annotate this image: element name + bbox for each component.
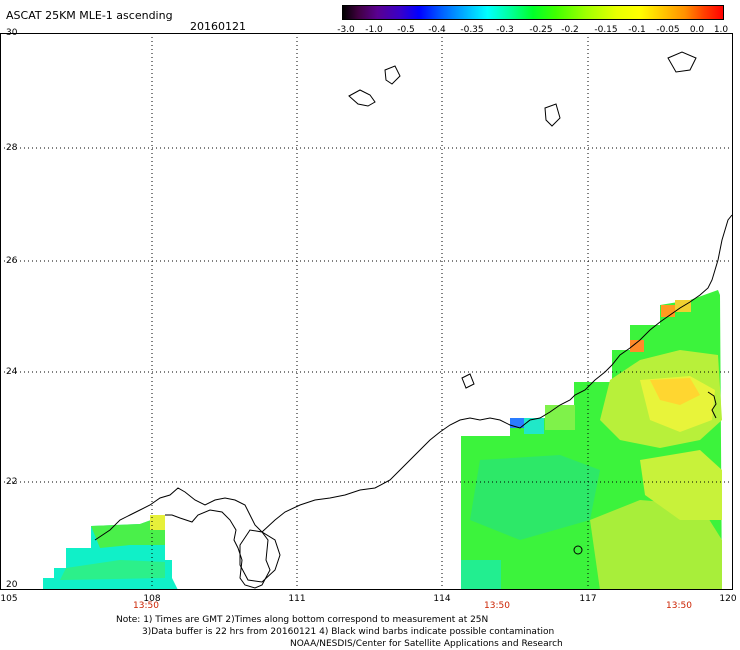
swath-strip-west-y <box>150 515 165 530</box>
lon-label: 105 <box>0 594 18 604</box>
colorbar-label: -0.4 <box>428 25 446 35</box>
footnote-line2: 3)Data buffer is 22 hrs from 20160121 4)… <box>142 627 555 637</box>
coast-island <box>461 373 475 389</box>
wind-data-swath-east <box>461 290 722 590</box>
lat-label: 28 <box>6 143 18 153</box>
graticule <box>0 33 733 590</box>
colorbar <box>342 5 724 20</box>
time-label: 13:50 <box>133 601 159 611</box>
swath-strip-blue <box>510 418 524 428</box>
swath-strip-cyan <box>524 418 544 434</box>
lon-label: 120 <box>719 594 737 604</box>
coastline <box>94 51 733 589</box>
footnote-credit: NOAA/NESDIS/Center for Satellite Applica… <box>290 639 563 649</box>
coast-segment-east <box>261 214 733 533</box>
swath-strip-sw <box>461 560 501 590</box>
coast-island <box>667 51 697 73</box>
coast-hainan <box>239 529 281 583</box>
coast-island <box>348 89 376 107</box>
swath-zone-west <box>470 455 600 540</box>
time-label: 13:50 <box>484 601 510 611</box>
colorbar-label: -0.05 <box>656 25 680 35</box>
lon-label: 117 <box>579 594 597 604</box>
colorbar-label: -0.35 <box>460 25 484 35</box>
colorbar-label: 1.0 <box>713 25 729 35</box>
lon-label: 111 <box>288 594 306 604</box>
colorbar-label: -0.3 <box>496 25 514 35</box>
colorbar-label: -0.5 <box>397 25 415 35</box>
colorbar-label: -0.1 <box>628 25 646 35</box>
lat-label: 30 <box>6 28 18 38</box>
colorbar-label: -3.0 <box>337 25 355 35</box>
wind-data-swath-west <box>43 515 178 590</box>
swath-zone-mid <box>640 450 722 520</box>
colorbar-label: -0.25 <box>529 25 553 35</box>
coast-island <box>544 103 561 127</box>
swath-strip-orange2 <box>630 340 644 352</box>
colorbar-label: -0.15 <box>594 25 618 35</box>
lat-label: 24 <box>6 367 18 377</box>
coast-island <box>573 545 583 555</box>
footnote-line1: Note: 1) Times are GMT 2)Times along bot… <box>116 615 489 625</box>
swath-zone-west-top <box>91 515 165 548</box>
coast-island <box>384 65 401 85</box>
product-date: 20160121 <box>190 20 246 33</box>
swath-zone-orange <box>650 378 700 405</box>
plot-frame <box>0 33 733 590</box>
lon-label: 108 <box>143 594 161 604</box>
swath-strip <box>545 405 575 430</box>
lon-label: 114 <box>433 594 451 604</box>
lat-label: 26 <box>6 256 18 266</box>
time-label: 13:50 <box>666 601 692 611</box>
colorbar-label: -0.2 <box>561 25 579 35</box>
product-title: ASCAT 25KM MLE-1 ascending <box>6 9 173 22</box>
lat-label: 20 <box>6 580 18 590</box>
swath-zone-west-low <box>60 560 165 580</box>
coast-segment-west <box>94 487 271 589</box>
swath-zone-south <box>590 500 722 590</box>
lat-label: 22 <box>6 477 18 487</box>
swath-strip-orange <box>661 305 675 317</box>
coast-taiwan <box>707 391 717 419</box>
colorbar-label: 0.0 <box>689 25 705 35</box>
colorbar-label: -1.0 <box>365 25 383 35</box>
